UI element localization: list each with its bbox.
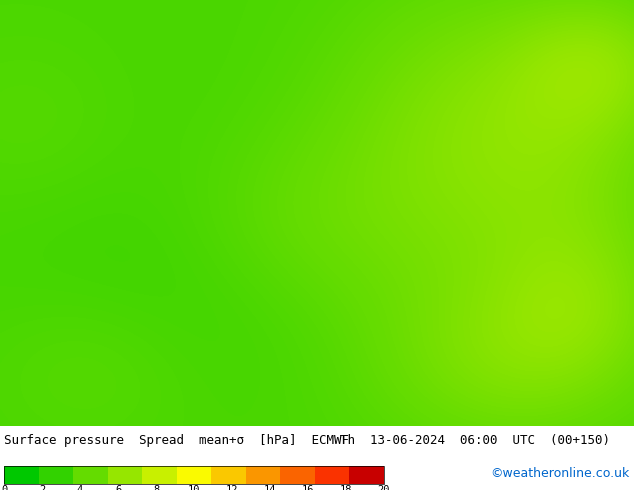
Text: 20: 20: [378, 485, 391, 490]
Bar: [73, 466, 108, 484]
Bar: [108, 466, 142, 484]
Bar: [177, 466, 211, 484]
Bar: [280, 466, 315, 484]
Text: 16: 16: [302, 485, 314, 490]
Text: 6: 6: [115, 485, 121, 490]
Text: 14: 14: [264, 485, 276, 490]
Text: Th  13-06-2024  06:00  UTC  (00+150): Th 13-06-2024 06:00 UTC (00+150): [340, 434, 610, 447]
Bar: [349, 466, 384, 484]
Bar: [4, 466, 384, 484]
Text: 18: 18: [340, 485, 353, 490]
Bar: [39, 466, 73, 484]
Text: ©weatheronline.co.uk: ©weatheronline.co.uk: [491, 467, 630, 480]
Bar: [211, 466, 246, 484]
Text: 10: 10: [188, 485, 200, 490]
Text: Surface pressure  Spread  mean+σ  [hPa]  ECMWF: Surface pressure Spread mean+σ [hPa] ECM…: [4, 434, 349, 447]
Text: 2: 2: [39, 485, 45, 490]
Bar: [246, 466, 280, 484]
Text: 12: 12: [226, 485, 238, 490]
Text: 0: 0: [1, 485, 7, 490]
Text: 8: 8: [153, 485, 159, 490]
Bar: [4, 466, 39, 484]
Bar: [315, 466, 349, 484]
Bar: [142, 466, 177, 484]
Text: 4: 4: [77, 485, 83, 490]
